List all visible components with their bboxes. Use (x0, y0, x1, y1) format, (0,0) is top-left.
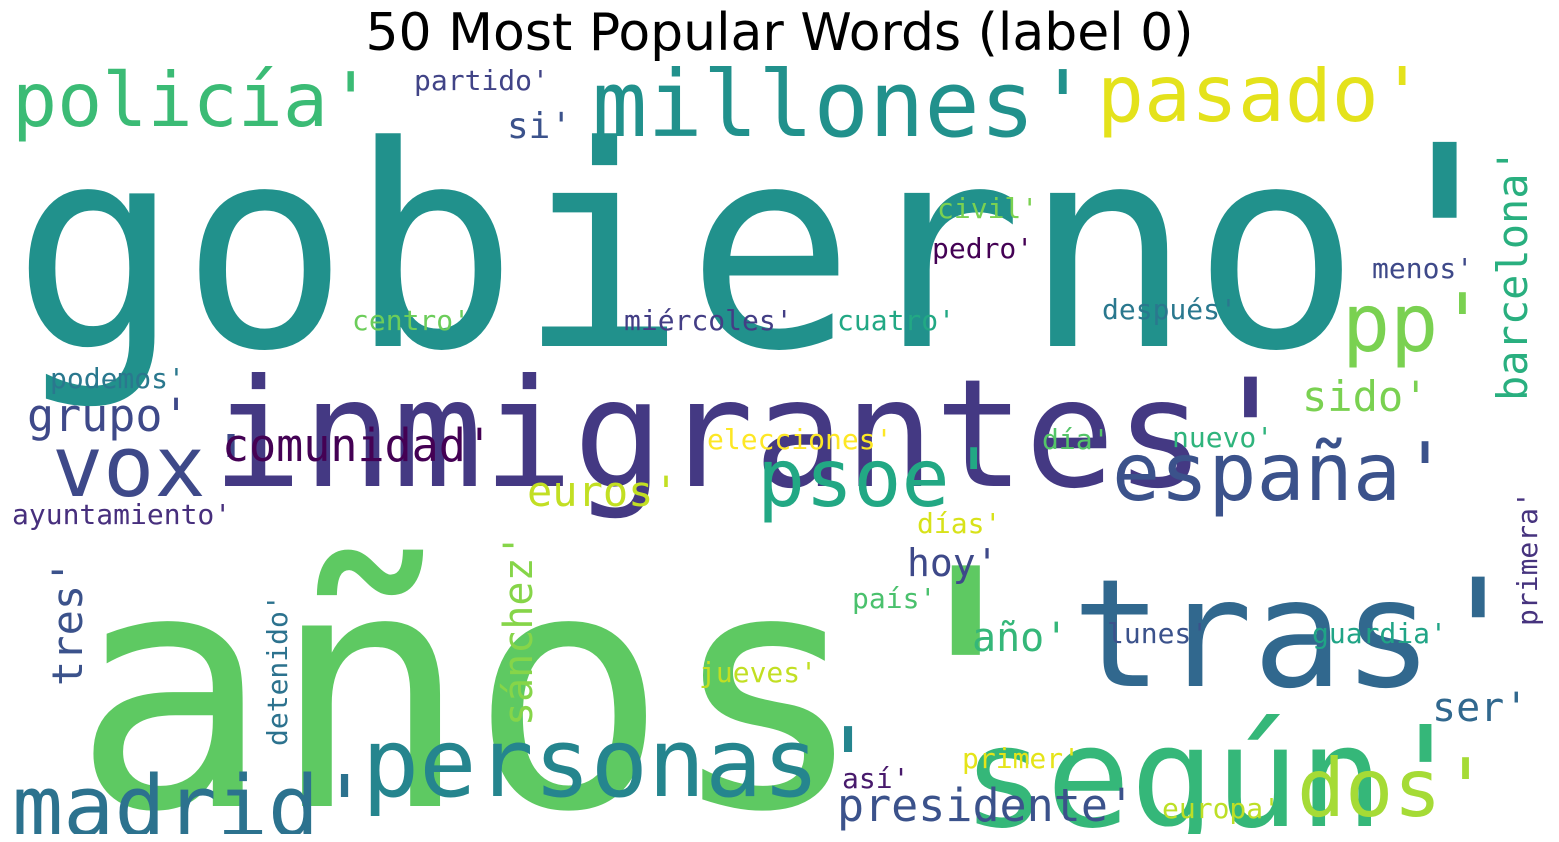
word-anos: años' (72, 500, 1065, 834)
word-partido: partido' (414, 66, 549, 97)
word-despues: después' (1102, 293, 1237, 326)
word-asi: así' (842, 762, 909, 795)
word-primer: primer' (962, 742, 1080, 775)
word-ayuntamiento: ayuntamiento' (12, 498, 231, 531)
word-ser: ser' (1432, 685, 1528, 731)
word-vox: vox' (52, 418, 257, 517)
word-sido: sido' (1302, 372, 1428, 421)
word-personas: personas' (362, 709, 877, 819)
word-espana: españa' (1112, 426, 1449, 519)
word-tras: tras' (1072, 548, 1524, 722)
word-dias: días' (917, 507, 1001, 540)
word-segun: según' (962, 697, 1468, 834)
word-menos: menos' (1372, 252, 1473, 285)
word-elecciones: elecciones' (707, 423, 892, 456)
word-lunes: lunes' (1107, 617, 1208, 650)
word-gobierno: gobierno' (12, 87, 1529, 413)
word-sanchez: sánchez' (496, 533, 542, 726)
chart-title: 50 Most Popular Words (label 0) (365, 3, 1194, 63)
word-inmigrantes: inmigrantes' (212, 348, 1296, 522)
word-cuatro: cuatro' (837, 304, 955, 337)
word-detenido: detenido' (261, 594, 294, 746)
word-centro: centro' (352, 304, 470, 337)
word-madrid: madrid' (12, 758, 370, 834)
word-tres: tres' (43, 560, 92, 686)
word-primera: primera' (1511, 491, 1544, 626)
word-podemos: podemos' (50, 362, 185, 395)
word-barcelona: barcelona' (1488, 148, 1537, 401)
word-cloud: gobierno' años'inmigrantes' tras'según' mil… (12, 66, 1544, 834)
word-policia: policía' (12, 66, 373, 144)
word-miercoles: miércoles' (624, 304, 793, 337)
word-pedro: pedro' (932, 232, 1033, 265)
word-pasado: pasado' (1097, 66, 1426, 140)
word-guardia: guardia' (1312, 617, 1447, 650)
word-europa: europa' (1162, 792, 1280, 825)
word-dos: dos' (1297, 742, 1490, 834)
word-civil: civil' (937, 192, 1038, 225)
word-hoy: hoy' (907, 541, 999, 585)
word-grupo: grupo' (27, 389, 190, 442)
word-pais: país' (852, 582, 936, 615)
word-psoe: psoe' (757, 432, 998, 525)
word-ano: año' (972, 615, 1068, 661)
word-millones: millones' (592, 66, 1091, 158)
word-comunidad: comunidad' (222, 419, 493, 472)
word-presidente: presidente' (837, 779, 1135, 832)
word-jueves: jueves' (699, 656, 817, 689)
word-euros: euros' (527, 467, 679, 516)
word-si: si' (507, 106, 572, 147)
word-dia: día' (1042, 423, 1109, 456)
word-nuevo: nuevo' (1172, 421, 1273, 454)
word-pp: pp' (1342, 277, 1487, 370)
